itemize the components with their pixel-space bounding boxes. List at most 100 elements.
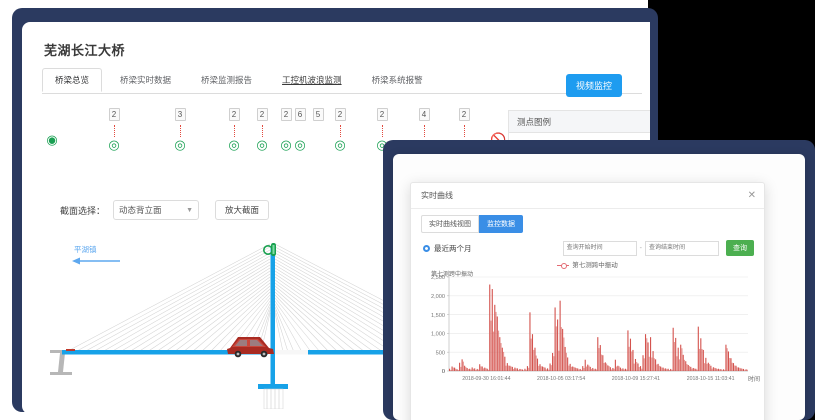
chart-bar [693, 368, 696, 371]
chart-bar [552, 352, 554, 371]
tab-2[interactable]: 桥梁监测报告 [189, 69, 264, 91]
sensor-count-badge: 2 [256, 108, 268, 121]
tab-3[interactable]: 工控机波浪监测 [270, 69, 354, 91]
anchor-sensor-icon[interactable]: ◉ [46, 132, 58, 147]
chart-bar [569, 363, 571, 371]
chart-bar [580, 369, 583, 371]
section-select-dropdown[interactable]: 动态背立面 ▼ [113, 200, 200, 220]
dialog-tab-1[interactable]: 监控数据 [479, 215, 523, 233]
sensor-node[interactable]: 2 ◎ [332, 104, 348, 151]
chart-bar [657, 363, 659, 371]
sensor-node[interactable]: 6 ◎ [292, 104, 308, 151]
chart-bar [587, 364, 589, 371]
sensor-node[interactable]: 2 ◎ [278, 104, 294, 151]
sensor-node[interactable]: 2 ◎ [374, 104, 390, 151]
sensor-node[interactable]: 2 ◎ [106, 104, 122, 151]
chart-bar [598, 348, 600, 371]
chart-bar [731, 362, 733, 371]
chart-bar [667, 368, 669, 371]
chart-bar [648, 356, 650, 371]
chart-bar [699, 348, 701, 371]
query-button[interactable]: 查询 [726, 240, 754, 256]
chart-bar [573, 366, 575, 371]
dialog-tab-0[interactable]: 实时曲线视图 [421, 215, 479, 233]
chart-bar [567, 357, 569, 371]
tab-1[interactable]: 桥梁实时数据 [108, 69, 183, 91]
cable-sensor-icon[interactable]: ◎ [228, 137, 240, 152]
chart-bar [467, 369, 469, 371]
start-date-input[interactable] [562, 240, 637, 256]
sensor-node[interactable]: 5 [310, 104, 326, 138]
chart-bar [677, 347, 679, 371]
section-select-value: 动态背立面 [119, 205, 162, 215]
chart-bar [592, 367, 594, 371]
chart-bar [450, 369, 452, 371]
sensor-node[interactable]: 3 ◎ [172, 104, 188, 151]
cable-sensor-icon[interactable]: ◎ [256, 137, 268, 152]
tower-sensor-icon[interactable]: ◎ [294, 137, 306, 152]
chart-bar [514, 367, 516, 371]
end-date-input[interactable] [645, 240, 719, 256]
chart-bar [472, 368, 474, 371]
tab-label: 工控机波浪监测 [282, 75, 342, 85]
chart-bar [469, 368, 471, 371]
chart-bar [614, 359, 616, 371]
chart-bar [579, 368, 581, 371]
chart-bar [633, 363, 635, 371]
legend-marker-icon [557, 262, 570, 269]
chart-bar [730, 358, 732, 371]
connector-dotted-line [233, 125, 235, 137]
zoom-section-button[interactable]: 放大截面 [215, 200, 270, 220]
radio-label: 最近两个月 [434, 243, 472, 253]
cable-sensor-icon[interactable]: ◎ [334, 137, 346, 152]
chart-bar [609, 367, 611, 371]
chart-bar [720, 369, 722, 371]
chart-bar [642, 355, 644, 371]
chart-bar [520, 369, 522, 371]
chart-bar [729, 357, 731, 371]
chart-bar [568, 365, 570, 371]
chart-bar [604, 362, 606, 371]
chart-bar [535, 355, 537, 371]
chart-bar [525, 369, 527, 371]
chart-bar [682, 354, 684, 371]
cable-sensor-icon[interactable]: ◎ [174, 137, 186, 152]
chart-bar [612, 367, 614, 371]
chart-bar [686, 364, 688, 371]
sensor-count-badge: 2 [376, 108, 388, 121]
tower-sensor-icon[interactable]: ◎ [280, 137, 292, 152]
chart-bar [656, 364, 658, 371]
sensor-node[interactable]: 2 ◎ [254, 104, 270, 151]
bridge-diagram: 平湖镇 [42, 234, 650, 414]
tab-0[interactable]: 桥梁总览 [42, 68, 103, 92]
chart-bar [531, 334, 534, 371]
chart-bar [643, 358, 645, 371]
chart-bar [524, 368, 526, 371]
chart-bar [626, 369, 628, 371]
sensor-node[interactable]: 2 ◎ [226, 104, 242, 151]
chart-bar [601, 354, 603, 371]
chart-xtick-label: 2018-10-05 03:17:54 [537, 376, 585, 382]
chart-bar [482, 368, 485, 371]
cable-sensor-icon[interactable]: ◎ [376, 137, 388, 152]
chart-bar [504, 356, 506, 371]
chart-bar [641, 368, 643, 371]
chart-ytick-label: 0 [442, 369, 445, 375]
tab-4[interactable]: 桥梁系统报警 [360, 69, 435, 91]
cable-sensor-icon[interactable]: ◎ [108, 137, 120, 152]
sensor-node[interactable]: ◉ [44, 104, 60, 146]
chart-bar [462, 361, 464, 371]
chart-bar [705, 357, 707, 371]
close-icon[interactable]: ✕ [747, 189, 756, 201]
recent-two-months-radio[interactable]: 最近两个月 [423, 243, 472, 254]
chart-bar [595, 369, 598, 371]
tab-label: 桥梁实时数据 [120, 75, 172, 85]
chart-legend[interactable]: 第七测跨中振动 [411, 259, 764, 269]
chart-ytick-label: 1,000 [431, 332, 445, 338]
chart-bar [688, 366, 691, 371]
chart-bar [487, 369, 490, 371]
sensor-node[interactable]: 2 [456, 104, 472, 138]
chart-bar [737, 367, 740, 371]
video-monitor-button[interactable]: 视频监控 [565, 74, 622, 97]
vehicle-icon [227, 337, 274, 358]
